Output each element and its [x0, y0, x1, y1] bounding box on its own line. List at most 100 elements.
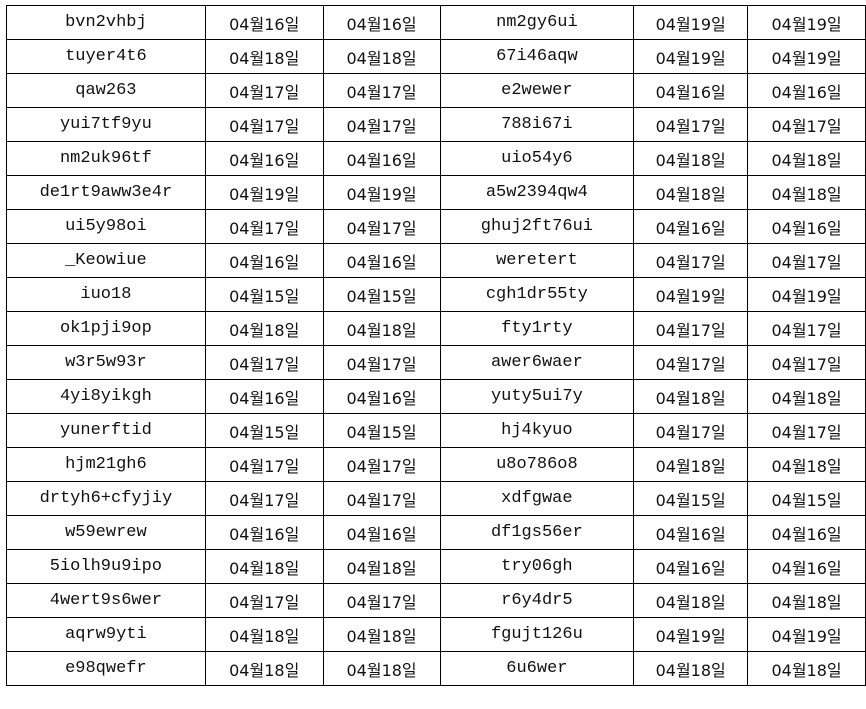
date-cell[interactable]: 04월16일 [204, 379, 324, 414]
date-cell[interactable]: 04월18일 [204, 311, 324, 346]
date-cell[interactable]: 04월17일 [204, 583, 324, 618]
id-cell[interactable]: hjm21gh6 [6, 447, 206, 482]
id-cell[interactable]: bvn2vhbj [6, 5, 206, 40]
date-cell[interactable]: 04월18일 [322, 651, 441, 686]
date-cell[interactable]: 04월18일 [322, 549, 441, 584]
date-cell[interactable]: 04월17일 [633, 345, 749, 380]
date-cell[interactable]: 04월16일 [322, 141, 441, 176]
date-cell[interactable]: 04월17일 [204, 447, 324, 482]
date-cell[interactable]: 04월18일 [747, 141, 866, 176]
date-cell[interactable]: 04월18일 [322, 617, 441, 652]
date-cell[interactable]: 04월17일 [204, 209, 324, 244]
date-cell[interactable]: 04월18일 [204, 549, 324, 584]
date-cell[interactable]: 04월19일 [204, 175, 324, 210]
date-cell[interactable]: 04월15일 [747, 481, 866, 516]
id-cell[interactable]: yui7tf9yu [6, 107, 206, 142]
id-cell[interactable]: e98qwefr [6, 651, 206, 686]
date-cell[interactable]: 04월18일 [322, 39, 441, 74]
date-cell[interactable]: 04월17일 [747, 345, 866, 380]
date-cell[interactable]: 04월16일 [322, 5, 441, 40]
id-cell[interactable]: awer6waer [439, 345, 635, 380]
date-cell[interactable]: 04월17일 [633, 107, 749, 142]
date-cell[interactable]: 04월17일 [633, 311, 749, 346]
date-cell[interactable]: 04월18일 [322, 311, 441, 346]
date-cell[interactable]: 04월17일 [322, 209, 441, 244]
date-cell[interactable]: 04월18일 [747, 583, 866, 618]
date-cell[interactable]: 04월16일 [322, 243, 441, 278]
id-cell[interactable]: a5w2394qw4 [439, 175, 635, 210]
id-cell[interactable]: nm2gy6ui [439, 5, 635, 40]
id-cell[interactable]: xdfgwae [439, 481, 635, 516]
date-cell[interactable]: 04월15일 [204, 277, 324, 312]
date-cell[interactable]: 04월19일 [747, 39, 866, 74]
date-cell[interactable]: 04월18일 [747, 379, 866, 414]
id-cell[interactable]: 5iolh9u9ipo [6, 549, 206, 584]
date-cell[interactable]: 04월17일 [322, 107, 441, 142]
date-cell[interactable]: 04월17일 [633, 413, 749, 448]
id-cell[interactable]: e2wewer [439, 73, 635, 108]
date-cell[interactable]: 04월16일 [322, 515, 441, 550]
date-cell[interactable]: 04월19일 [633, 39, 749, 74]
date-cell[interactable]: 04월17일 [633, 243, 749, 278]
id-cell[interactable]: yuty5ui7y [439, 379, 635, 414]
id-cell[interactable]: tuyer4t6 [6, 39, 206, 74]
date-cell[interactable]: 04월17일 [204, 345, 324, 380]
id-cell[interactable]: qaw263 [6, 73, 206, 108]
id-cell[interactable]: u8o786o8 [439, 447, 635, 482]
date-cell[interactable]: 04월19일 [747, 5, 866, 40]
id-cell[interactable]: ok1pji9op [6, 311, 206, 346]
date-cell[interactable]: 04월16일 [322, 379, 441, 414]
id-cell[interactable]: _Keowiue [6, 243, 206, 278]
date-cell[interactable]: 04월17일 [204, 73, 324, 108]
date-cell[interactable]: 04월18일 [747, 651, 866, 686]
date-cell[interactable]: 04월18일 [204, 617, 324, 652]
id-cell[interactable]: fgujt126u [439, 617, 635, 652]
date-cell[interactable]: 04월16일 [204, 515, 324, 550]
date-cell[interactable]: 04월17일 [747, 311, 866, 346]
id-cell[interactable]: weretert [439, 243, 635, 278]
id-cell[interactable]: iuo18 [6, 277, 206, 312]
date-cell[interactable]: 04월17일 [204, 107, 324, 142]
id-cell[interactable]: w59ewrew [6, 515, 206, 550]
date-cell[interactable]: 04월17일 [747, 107, 866, 142]
id-cell[interactable]: w3r5w93r [6, 345, 206, 380]
id-cell[interactable]: nm2uk96tf [6, 141, 206, 176]
id-cell[interactable]: hj4kyuo [439, 413, 635, 448]
date-cell[interactable]: 04월18일 [633, 447, 749, 482]
date-cell[interactable]: 04월16일 [747, 73, 866, 108]
date-cell[interactable]: 04월16일 [633, 73, 749, 108]
date-cell[interactable]: 04월19일 [633, 617, 749, 652]
date-cell[interactable]: 04월17일 [204, 481, 324, 516]
id-cell[interactable]: 67i46aqw [439, 39, 635, 74]
date-cell[interactable]: 04월17일 [747, 243, 866, 278]
date-cell[interactable]: 04월18일 [633, 175, 749, 210]
date-cell[interactable]: 04월15일 [322, 277, 441, 312]
id-cell[interactable]: try06gh [439, 549, 635, 584]
date-cell[interactable]: 04월19일 [633, 5, 749, 40]
date-cell[interactable]: 04월16일 [747, 515, 866, 550]
id-cell[interactable]: ghuj2ft76ui [439, 209, 635, 244]
id-cell[interactable]: ui5y98oi [6, 209, 206, 244]
date-cell[interactable]: 04월19일 [633, 277, 749, 312]
date-cell[interactable]: 04월16일 [204, 243, 324, 278]
date-cell[interactable]: 04월17일 [747, 413, 866, 448]
date-cell[interactable]: 04월19일 [747, 277, 866, 312]
id-cell[interactable]: 4yi8yikgh [6, 379, 206, 414]
date-cell[interactable]: 04월16일 [747, 209, 866, 244]
date-cell[interactable]: 04월18일 [633, 141, 749, 176]
id-cell[interactable]: 4wert9s6wer [6, 583, 206, 618]
date-cell[interactable]: 04월18일 [204, 651, 324, 686]
id-cell[interactable]: uio54y6 [439, 141, 635, 176]
date-cell[interactable]: 04월18일 [204, 39, 324, 74]
id-cell[interactable]: fty1rty [439, 311, 635, 346]
date-cell[interactable]: 04월16일 [633, 549, 749, 584]
id-cell[interactable]: drtyh6+cfyjiy [6, 481, 206, 516]
date-cell[interactable]: 04월17일 [322, 447, 441, 482]
date-cell[interactable]: 04월16일 [633, 209, 749, 244]
id-cell[interactable]: aqrw9yti [6, 617, 206, 652]
date-cell[interactable]: 04월17일 [322, 73, 441, 108]
date-cell[interactable]: 04월18일 [633, 651, 749, 686]
date-cell[interactable]: 04월15일 [204, 413, 324, 448]
id-cell[interactable]: yunerftid [6, 413, 206, 448]
date-cell[interactable]: 04월18일 [633, 379, 749, 414]
